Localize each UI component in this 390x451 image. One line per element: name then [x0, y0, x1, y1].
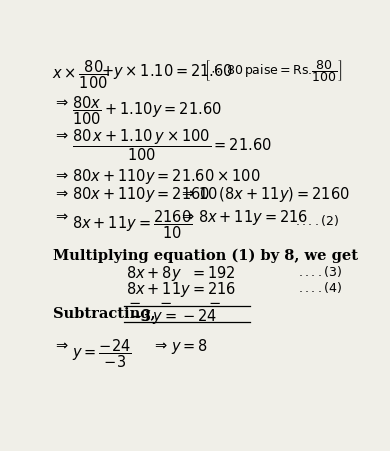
- Text: $\Rightarrow$: $\Rightarrow$: [53, 337, 69, 351]
- Text: $\Rightarrow$: $\Rightarrow$: [53, 208, 69, 222]
- Text: $x \times \dfrac{80}{100}$: $x \times \dfrac{80}{100}$: [52, 58, 109, 91]
- Text: $\Rightarrow$: $\Rightarrow$: [179, 185, 195, 199]
- Text: $8x+11y = 216$: $8x+11y = 216$: [199, 208, 308, 227]
- Text: $\Rightarrow$: $\Rightarrow$: [179, 208, 195, 222]
- Text: $y = \dfrac{-24}{-3}$: $y = \dfrac{-24}{-3}$: [72, 337, 132, 370]
- Text: $-$: $-$: [159, 295, 172, 309]
- Text: $8x + 8y\ \ = 192$: $8x + 8y\ \ = 192$: [126, 264, 236, 283]
- Text: $\Rightarrow$: $\Rightarrow$: [53, 167, 69, 181]
- Text: $\dfrac{80\,x+1.10\,y\times100}{100} = 21.60$: $\dfrac{80\,x+1.10\,y\times100}{100} = 2…: [72, 127, 272, 163]
- Text: $....(2)$: $....(2)$: [295, 213, 339, 228]
- Text: $80x + 110y = 2160$: $80x + 110y = 2160$: [72, 185, 210, 204]
- Text: $8x+11y = \dfrac{2160}{10}$: $8x+11y = \dfrac{2160}{10}$: [72, 208, 192, 241]
- Text: $8x + 11y = 216$: $8x + 11y = 216$: [126, 280, 236, 299]
- Text: $-$: $-$: [128, 295, 140, 309]
- Text: $-3\,y = -24$: $-3\,y = -24$: [129, 307, 217, 326]
- Text: Multiplying equation (1) by 8, we get: Multiplying equation (1) by 8, we get: [53, 248, 358, 262]
- Text: $\Rightarrow$: $\Rightarrow$: [152, 337, 168, 351]
- Text: $y = 8$: $y = 8$: [171, 337, 208, 356]
- Text: $\left[\therefore\ 80\,\text{paise}=\text{Rs.}\dfrac{80}{100}\right]$: $\left[\therefore\ 80\,\text{paise}=\tex…: [204, 58, 342, 84]
- Text: $....(4)$: $....(4)$: [298, 280, 342, 295]
- Text: Subtracting,: Subtracting,: [53, 308, 155, 322]
- Text: $10\,(8x+11y) = 2160$: $10\,(8x+11y) = 2160$: [199, 185, 350, 204]
- Text: $+y \times 1.10 = 21.60$: $+y \times 1.10 = 21.60$: [101, 62, 234, 81]
- Text: $-$: $-$: [207, 295, 220, 309]
- Text: $\Rightarrow$: $\Rightarrow$: [53, 95, 69, 109]
- Text: $\dfrac{80x}{100} + 1.10y = 21.60$: $\dfrac{80x}{100} + 1.10y = 21.60$: [72, 95, 222, 128]
- Text: $80x + 110y = 21.60 \times 100$: $80x + 110y = 21.60 \times 100$: [72, 167, 261, 186]
- Text: $\Rightarrow$: $\Rightarrow$: [53, 127, 69, 141]
- Text: $\Rightarrow$: $\Rightarrow$: [53, 185, 69, 199]
- Text: $....(3)$: $....(3)$: [298, 264, 342, 279]
